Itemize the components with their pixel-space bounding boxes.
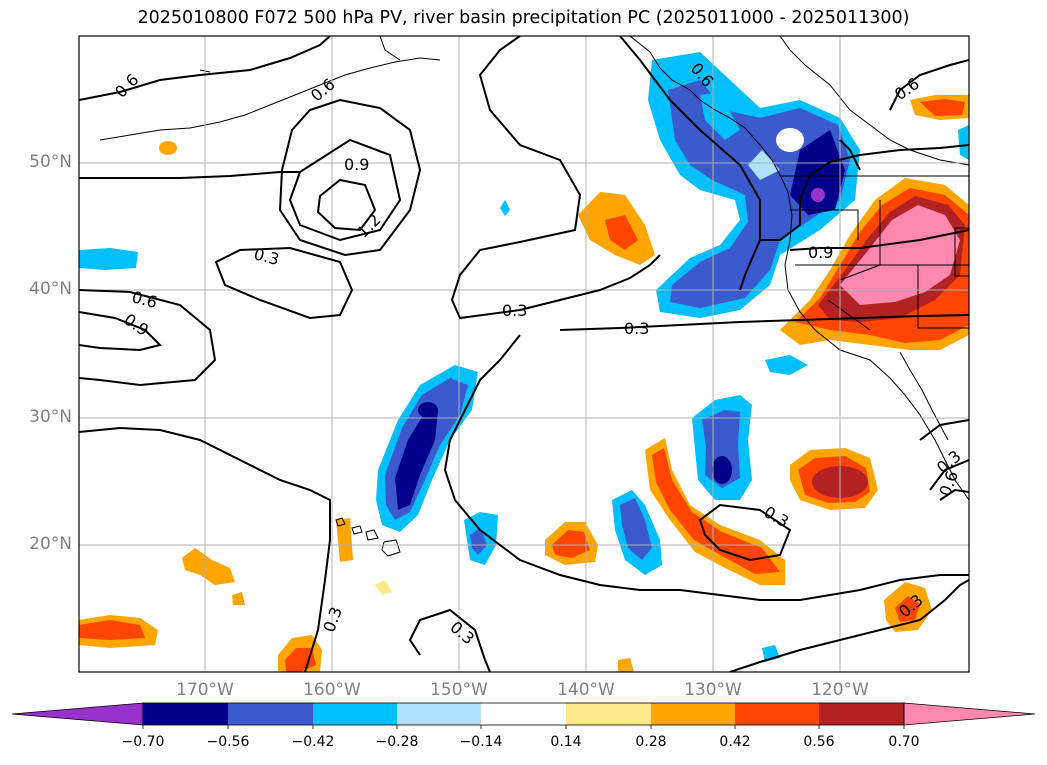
- lat-label-20n: 20°N: [29, 534, 72, 554]
- coastlines: [99, 36, 969, 557]
- colorbar-segment: [143, 703, 228, 725]
- colorbar-tick-label: 0.42: [719, 734, 751, 750]
- colorbar-tick-label: 0.14: [550, 734, 582, 750]
- lon-label-170w: 170°W: [176, 680, 234, 700]
- colorbar-tick-label: −0.56: [206, 734, 250, 750]
- lon-label-160w: 160°W: [303, 680, 361, 700]
- colorbar-tick-label: −0.42: [291, 734, 335, 750]
- colorbar: [11, 702, 1036, 729]
- graticule: [79, 36, 969, 672]
- colorbar-segment: [313, 703, 397, 725]
- lat-label-30n: 30°N: [29, 407, 72, 427]
- colorbar-segment: [651, 703, 735, 725]
- plot-border: [78, 35, 970, 673]
- colorbar-tick-label: 0.70: [888, 734, 920, 750]
- map-title: 2025010800 F072 500 hPa PV, river basin …: [137, 8, 910, 28]
- colorbar-tick-label: −0.28: [375, 734, 419, 750]
- colorbar-extend-high: [903, 702, 1036, 726]
- colorbar-segment: [819, 703, 904, 725]
- colorbar-tick-label: 0.56: [803, 734, 835, 750]
- lon-label-140w: 140°W: [557, 680, 615, 700]
- lat-label-40n: 40°N: [29, 279, 72, 299]
- colorbar-tick-label: −0.14: [459, 734, 503, 750]
- contour-label: 0.9: [808, 243, 833, 262]
- lat-label-50n: 50°N: [29, 152, 72, 172]
- colorbar-extend-low: [11, 702, 144, 726]
- lon-label-130w: 130°W: [684, 680, 742, 700]
- colorbar-segment: [566, 703, 651, 725]
- colorbar-segment: [735, 703, 819, 725]
- colorbar-segment: [397, 703, 481, 725]
- plot-area: 0.6 0.6 0.9 1.2 0.3 0.6 0.9 0.3 0.3 0.9 …: [79, 36, 969, 672]
- colorbar-segment: [481, 703, 566, 725]
- pv-contours: [79, 36, 969, 672]
- lon-label-120w: 120°W: [811, 680, 869, 700]
- contour-label: 0.3: [502, 301, 527, 320]
- contour-label: 0.3: [624, 319, 649, 338]
- colorbar-tick-label: −0.70: [121, 734, 165, 750]
- contour-label: 0.9: [344, 155, 369, 174]
- lon-label-150w: 150°W: [430, 680, 488, 700]
- colorbar-segment: [228, 703, 313, 725]
- colorbar-tick-label: 0.28: [635, 734, 667, 750]
